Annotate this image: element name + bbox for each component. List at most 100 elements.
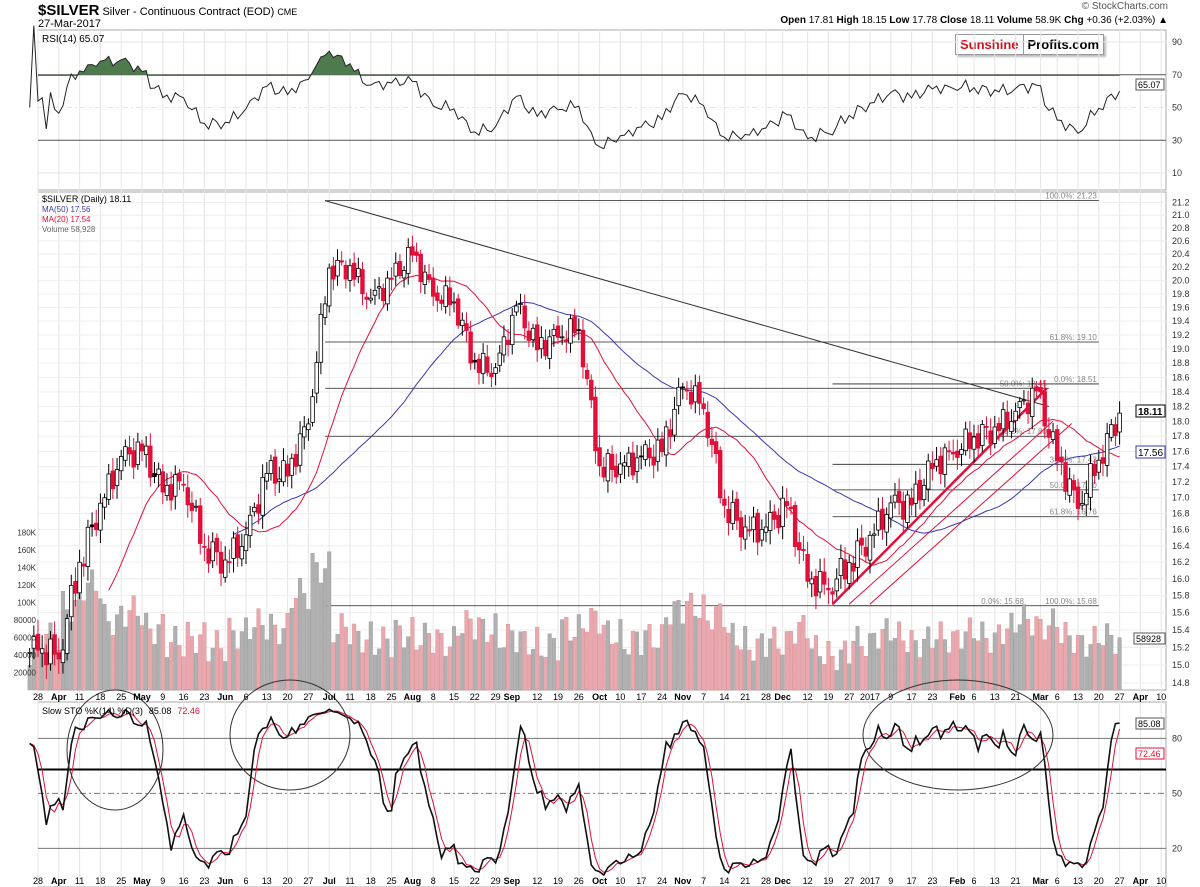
- volume-bar: [1105, 623, 1110, 691]
- volume-bar: [206, 661, 211, 691]
- x-tick-label: 6: [243, 692, 248, 702]
- candle-body: [830, 591, 835, 595]
- candle-body: [422, 271, 428, 285]
- volume-tick-label: 120K: [17, 581, 36, 590]
- high-label: High: [836, 15, 859, 26]
- volume-bar: [177, 645, 182, 691]
- x-tick-label: Apr: [1133, 692, 1149, 702]
- candle-body: [1030, 387, 1035, 417]
- volume-bar: [980, 621, 985, 691]
- candle-body: [1113, 424, 1118, 437]
- candle-body: [77, 561, 82, 594]
- volume-bar: [135, 615, 140, 691]
- volume-bar: [381, 626, 386, 691]
- volume-bar: [855, 626, 860, 691]
- volume-bar: [684, 600, 689, 691]
- volume-bar: [830, 656, 835, 691]
- stoch-k-tag: 85.08: [1135, 717, 1165, 730]
- price-tick-label: 19.2: [1172, 330, 1190, 340]
- stoch-k-line: [29, 708, 1120, 877]
- x-tick-label-bottom: Mar: [1033, 876, 1050, 886]
- candle-body: [1009, 421, 1014, 432]
- candle-body: [69, 585, 74, 618]
- close-price-tag: 18.11: [1135, 404, 1166, 418]
- x-tick-label: Sep: [504, 692, 521, 702]
- candle-body: [119, 456, 124, 472]
- candle-body: [722, 498, 727, 506]
- volume-bar: [331, 642, 336, 691]
- sunshine-profits-logo[interactable]: Sunshine Profits.com: [955, 34, 1105, 55]
- volume-bar: [626, 654, 631, 691]
- price-tick-label: 18.2: [1172, 402, 1190, 412]
- volume-bar: [1051, 608, 1056, 691]
- x-tick-label-bottom: 12: [803, 876, 813, 886]
- x-tick-label: 9: [160, 692, 165, 702]
- volume-bar: [189, 636, 194, 691]
- candle-body: [1038, 386, 1043, 393]
- x-tick-label-bottom: 27: [844, 876, 854, 886]
- fib-label: 61.8%: 19.10: [1050, 333, 1098, 342]
- volume-bar: [909, 630, 914, 691]
- x-tick-label: 13: [262, 692, 272, 702]
- volume-bar: [847, 663, 852, 691]
- volume-bar: [106, 621, 111, 691]
- candle-body: [256, 504, 261, 514]
- price-tick-label: 16.8: [1172, 509, 1190, 519]
- volume-bar: [497, 647, 502, 691]
- candle-body: [198, 505, 203, 544]
- volume-bar: [273, 624, 278, 691]
- volume-bar: [547, 633, 552, 691]
- candle-body: [1050, 431, 1056, 440]
- x-tick-label-bottom: 7: [701, 876, 706, 886]
- candle-body: [210, 541, 215, 562]
- volume-tick-label: 140K: [17, 564, 36, 573]
- x-tick-label-bottom: Sep: [504, 876, 521, 886]
- grid: [37, 29, 1167, 887]
- volume-bar: [127, 610, 132, 691]
- candle-body: [231, 537, 236, 559]
- volume-bar: [1046, 625, 1051, 691]
- volume-bar: [1075, 635, 1080, 691]
- volume-bar: [718, 603, 723, 691]
- x-tick-label: 27: [1115, 692, 1125, 702]
- x-tick-label-bottom: 24: [657, 876, 667, 886]
- volume-bar: [202, 622, 207, 691]
- candle-body: [227, 561, 232, 563]
- candle-body: [784, 501, 789, 506]
- candle-body: [655, 439, 661, 462]
- volume-bar: [872, 632, 877, 691]
- volume-bar: [605, 620, 610, 691]
- candle-body: [1088, 463, 1093, 498]
- volume-bar: [784, 631, 789, 691]
- volume-bar: [838, 649, 843, 691]
- candle-body: [1059, 456, 1064, 463]
- candle-body: [189, 502, 195, 511]
- rsi-value-tag: 65.07: [1135, 78, 1165, 91]
- x-tick-label-bottom: Apr: [51, 876, 67, 886]
- volume-bar: [743, 625, 748, 691]
- price-tick-label: 17.8: [1172, 431, 1190, 441]
- volume-bar: [435, 629, 440, 691]
- volume-bar: [797, 622, 802, 691]
- candle-body: [160, 471, 165, 493]
- candle-body: [439, 299, 444, 304]
- volume-bar: [551, 638, 556, 691]
- volume-value: 58.9K: [1035, 15, 1062, 26]
- candle-body: [447, 287, 453, 306]
- volume-bar: [1117, 637, 1122, 691]
- volume-bar: [905, 652, 910, 691]
- candle-body: [813, 575, 819, 597]
- candle-body: [127, 447, 132, 455]
- fib-label: 38.2%: 17.80: [1000, 427, 1048, 436]
- candle-body: [697, 382, 702, 404]
- volume-bar: [734, 645, 739, 691]
- x-tick-label: 15: [449, 692, 459, 702]
- candle-body: [401, 270, 407, 279]
- high-value: 18.15: [861, 15, 887, 26]
- candle-body: [464, 323, 469, 331]
- volume-bar: [543, 657, 548, 691]
- candle-body: [1017, 401, 1022, 408]
- volume-bar: [755, 638, 760, 691]
- candle-body: [701, 403, 706, 410]
